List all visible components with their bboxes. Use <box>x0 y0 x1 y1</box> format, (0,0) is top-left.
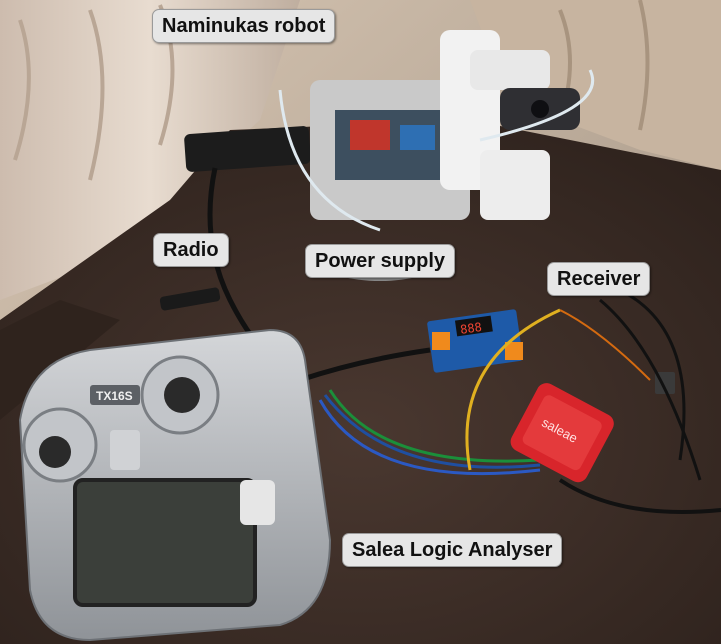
callout-power-supply: Power supply <box>305 244 456 278</box>
left-curtain <box>0 0 300 300</box>
svg-text:TX16S: TX16S <box>96 389 133 403</box>
svg-text:888: 888 <box>459 320 482 337</box>
right-curtain <box>470 0 721 170</box>
callout-radio: Radio <box>153 233 229 267</box>
radio-transmitter: TX16S <box>18 287 332 642</box>
callout-salea-logic-analyser: Salea Logic Analyser <box>342 533 563 567</box>
logic-analyser: saleae <box>510 383 614 483</box>
callout-naminukas-robot: Naminukas robot <box>152 9 336 43</box>
power-brick <box>184 126 311 172</box>
radio-screen <box>73 478 257 607</box>
power-supply-board <box>427 309 523 373</box>
callout-receiver: Receiver <box>547 262 651 296</box>
